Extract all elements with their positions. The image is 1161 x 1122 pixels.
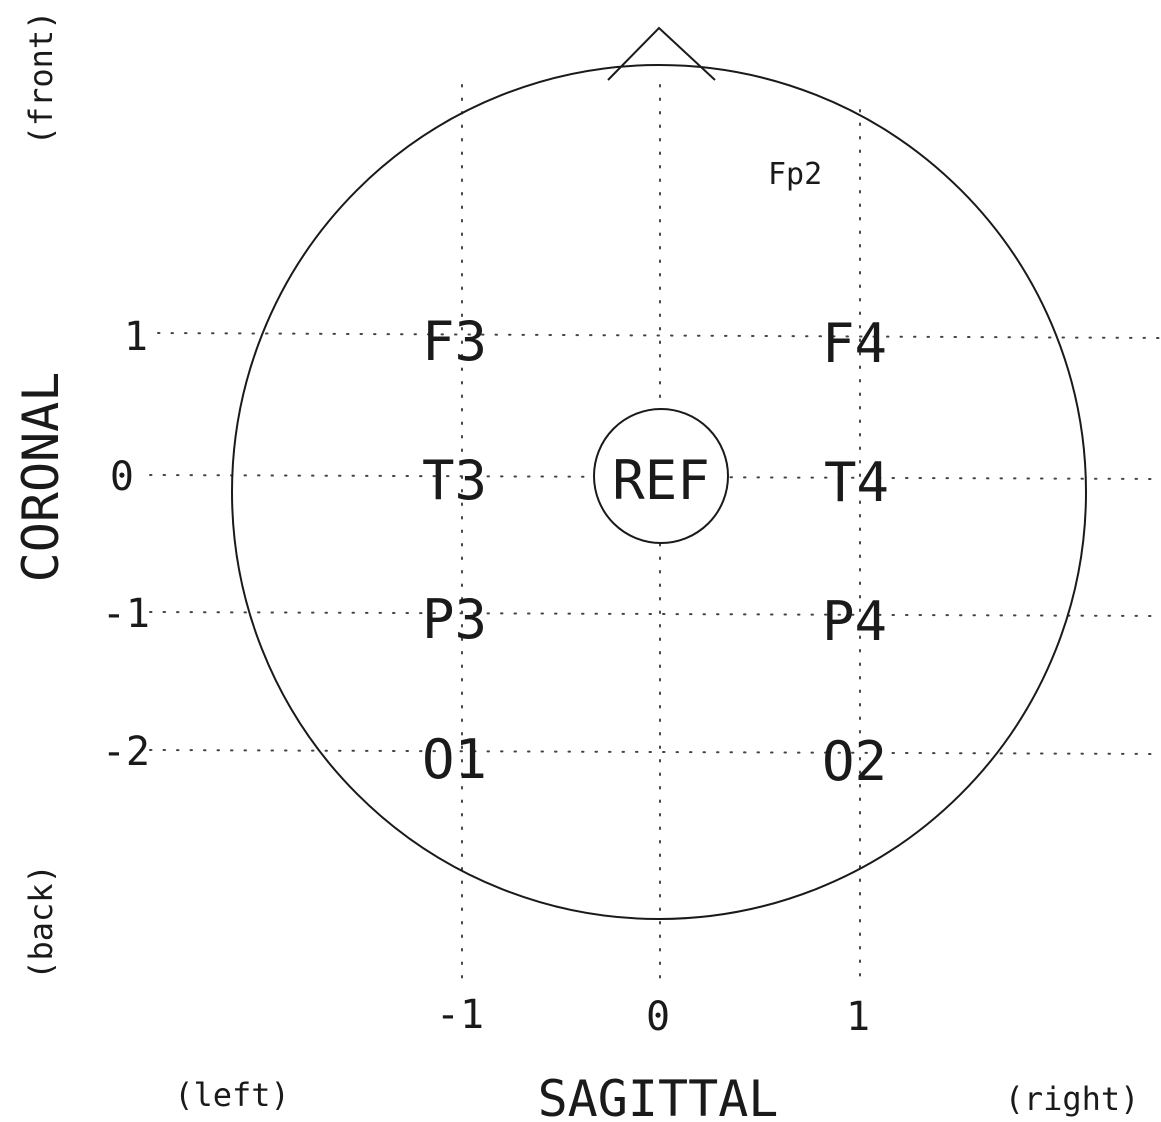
- nose-marker: [607, 26, 716, 81]
- electrode-ref: REF: [612, 449, 710, 512]
- grid-line-coronal-neg1: [149, 611, 1161, 617]
- sagittal-tick-0: 0: [646, 994, 670, 1040]
- head-outline: [231, 64, 1087, 920]
- electrode-t3: T3: [422, 449, 487, 512]
- sagittal-tick-1: 1: [846, 994, 870, 1040]
- left-direction-label: (left): [174, 1076, 290, 1114]
- coronal-tick-neg2: -2: [102, 729, 150, 775]
- electrode-o2: O2: [822, 730, 887, 793]
- electrode-o1: O1: [422, 728, 487, 791]
- electrode-p4: P4: [822, 590, 887, 653]
- coronal-axis-title: CORONAL: [12, 372, 70, 583]
- grid-line-coronal-1: [157, 332, 1161, 339]
- coronal-ticks: 1 0 -1 -2: [102, 314, 150, 775]
- sagittal-ticks: -1 0 1: [436, 992, 870, 1040]
- sagittal-tick-neg1: -1: [436, 992, 484, 1038]
- back-direction-label: (back): [22, 864, 60, 980]
- electrode-f3: F3: [422, 310, 487, 373]
- reference-circle: [593, 408, 729, 544]
- grid-line-coronal-neg2: [149, 749, 1161, 755]
- coronal-tick-neg1: -1: [102, 591, 150, 637]
- electrode-fp2: Fp2: [768, 157, 822, 192]
- grid-lines: [149, 84, 1161, 986]
- electrode-f4: F4: [822, 312, 887, 375]
- sagittal-axis-title: SAGITTAL: [538, 1070, 779, 1122]
- front-direction-label: (front): [22, 11, 60, 146]
- coronal-tick-1: 1: [124, 314, 148, 360]
- electrode-t4: T4: [824, 451, 889, 514]
- electrode-p3: P3: [422, 588, 487, 651]
- electrode-labels: Fp2 F3 F4 T3 REF T4 P3 P4 O1 O2: [422, 157, 889, 793]
- right-direction-label: (right): [1005, 1080, 1140, 1118]
- coronal-tick-0: 0: [110, 454, 134, 500]
